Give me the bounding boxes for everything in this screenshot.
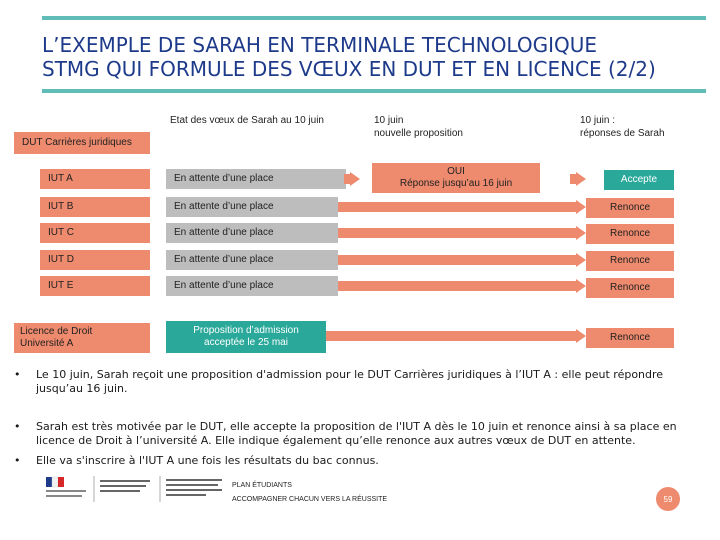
arrow-shaft-licence: [326, 331, 576, 341]
licence-line2: Université A: [20, 338, 74, 349]
ministere-logo: [42, 474, 226, 504]
header-nouvelle-line1: 10 juin: [374, 115, 404, 126]
page-title: L’EXEMPLE DE SARAH EN TERMINALE TECHNOLO…: [42, 33, 702, 81]
group-label-dut: DUT Carrières juridiques: [14, 132, 150, 154]
etat-iut-c: En attente d’une place: [166, 223, 338, 243]
licence-line1: Licence de Droit: [20, 326, 93, 337]
voeu-iut-b: IUT B: [40, 197, 150, 217]
bullet-line: jusqu’au 16 juin.: [36, 382, 128, 395]
arrow-shaft-c: [338, 228, 576, 238]
footer-tagline: ACCOMPAGNER CHACUN VERS LA RÉUSSITE: [232, 496, 388, 503]
etat-iut-b: En attente d’une place: [166, 197, 338, 217]
arrow-right-icon: [576, 226, 586, 240]
page-number: 59: [656, 487, 680, 511]
arrow-shaft-d: [338, 255, 576, 265]
etat-licence: Proposition d’admission acceptée le 25 m…: [166, 321, 326, 353]
voeu-iut-d: IUT D: [40, 250, 150, 270]
arrow-right-icon: [576, 200, 586, 214]
bullet-line: Elle va s'inscrire à l'IUT A une fois le…: [36, 454, 379, 467]
title-line-1: L’EXEMPLE DE SARAH EN TERMINALE TECHNOLO…: [42, 33, 598, 57]
bullet-marker: •: [14, 454, 21, 467]
proposition-delai: Réponse jusqu’au 16 juin: [399, 178, 513, 189]
arrow-right-icon: [576, 329, 586, 343]
arrow-right-icon: [576, 279, 586, 293]
header-reponses: 10 juin : réponses de Sarah: [580, 114, 665, 140]
header-nouvelle-proposition: 10 juin nouvelle proposition: [374, 114, 463, 140]
bullet-text: Sarah est très motivée par le DUT, elle …: [36, 420, 701, 448]
reponse-iut-d: Renonce: [586, 251, 674, 271]
bullet-marker: •: [14, 420, 21, 433]
etat-iut-a: En attente d’une place: [166, 169, 346, 189]
reponse-iut-b: Renonce: [586, 198, 674, 218]
title-bottom-rule: [42, 89, 706, 93]
arrow-right-icon: [576, 172, 586, 186]
bullet-line: Sarah est très motivée par le DUT, elle …: [36, 420, 677, 433]
header-reponses-line1: 10 juin :: [580, 115, 616, 126]
voeu-iut-a: IUT A: [40, 169, 150, 189]
arrow-right-icon: [350, 172, 360, 186]
arrow-shaft-a: [344, 174, 352, 184]
etat-licence-line2: acceptée le 25 mai: [204, 337, 288, 348]
etat-iut-e: En attente d’une place: [166, 276, 338, 296]
bullet-line: licence de Droit à l’université A. Elle …: [36, 434, 636, 447]
arrow-right-icon: [576, 253, 586, 267]
arrow-shaft-a2: [570, 174, 578, 184]
etat-iut-d: En attente d’une place: [166, 250, 338, 270]
bullet-line: Le 10 juin, Sarah reçoit une proposition…: [36, 368, 664, 381]
arrow-shaft-b: [338, 202, 576, 212]
header-reponses-line2: réponses de Sarah: [580, 128, 665, 139]
top-rule: [42, 16, 706, 20]
header-nouvelle-line2: nouvelle proposition: [374, 128, 463, 139]
reponse-iut-c: Renonce: [586, 224, 674, 244]
bullet-text: Le 10 juin, Sarah reçoit une proposition…: [36, 368, 701, 396]
voeu-licence-droit: Licence de Droit Université A: [14, 323, 150, 353]
arrow-shaft-e: [338, 281, 576, 291]
bullet-text: Elle va s'inscrire à l'IUT A une fois le…: [36, 454, 701, 468]
title-line-2: STMG QUI FORMULE DES VŒUX EN DUT ET EN L…: [42, 57, 656, 81]
reponse-licence: Renonce: [586, 328, 674, 348]
voeu-iut-c: IUT C: [40, 223, 150, 243]
etat-licence-line1: Proposition d’admission: [193, 325, 299, 336]
bullet-marker: •: [14, 368, 21, 381]
proposition-oui: OUI: [447, 166, 465, 177]
reponse-iut-e: Renonce: [586, 278, 674, 298]
footer-plan: PLAN ÉTUDIANTS: [232, 482, 292, 489]
reponse-iut-a-accepte: Accepte: [604, 170, 674, 190]
header-etat: Etat des vœux de Sarah au 10 juin: [170, 115, 324, 126]
proposition-iut-a: OUI Réponse jusqu’au 16 juin: [372, 163, 540, 193]
voeu-iut-e: IUT E: [40, 276, 150, 296]
